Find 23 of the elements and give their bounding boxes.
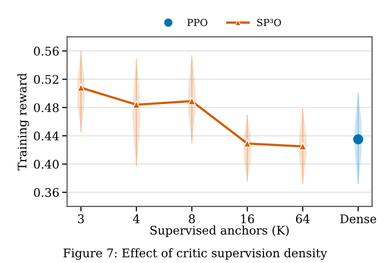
point [243, 140, 252, 148]
y-tick-label: 0.40 [34, 160, 59, 169]
x-tick-label: 8 [188, 214, 195, 224]
caption: Figure 7: Effect of critic supervision density [63, 248, 328, 260]
y-tick-label: 0.44 [34, 131, 59, 140]
y-tick-label: 0.48 [34, 103, 59, 112]
y-tick-label: 0.56 [34, 46, 59, 56]
x-axis-title: Supervised anchors (K) [150, 226, 289, 237]
x-tick-label: 16 [241, 214, 254, 224]
legend-label: PPO [187, 18, 208, 26]
y-tick-label: 0.52 [34, 74, 58, 84]
point [353, 134, 364, 144]
legend-label: SP³O [257, 18, 281, 26]
y-axis-title: Training reward [17, 73, 29, 170]
point [298, 142, 307, 150]
point [77, 84, 85, 92]
x-tick-label: Dense [340, 214, 376, 224]
point [132, 100, 140, 109]
x-tick-label: 64 [296, 214, 310, 224]
x-tick-label: 3 [78, 214, 84, 224]
x-tick-label: 4 [133, 214, 140, 224]
y-tick-label: 0.36 [34, 188, 59, 197]
point [188, 97, 196, 106]
